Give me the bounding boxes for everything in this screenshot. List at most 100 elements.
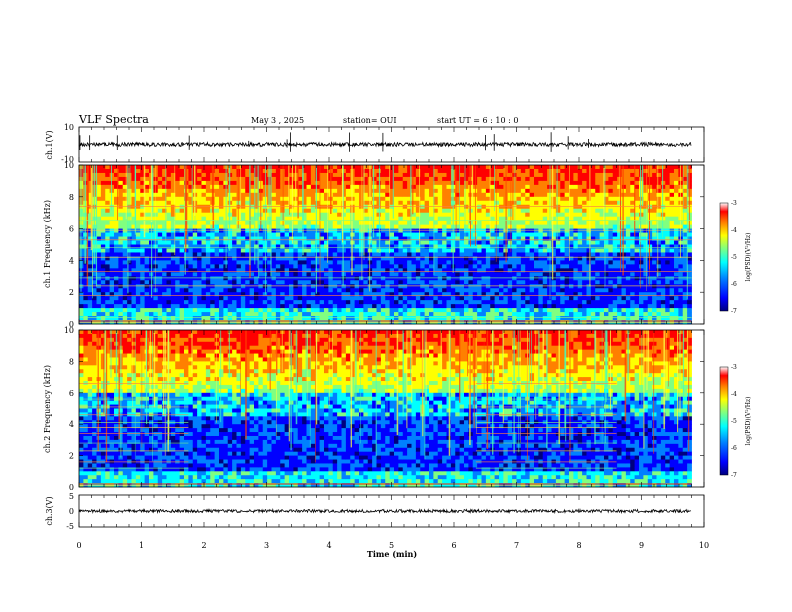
spectrogram-cell bbox=[507, 200, 513, 206]
spectrogram-cell bbox=[289, 256, 294, 261]
spectrogram-cell bbox=[144, 228, 150, 233]
spectrogram-cell bbox=[319, 292, 325, 297]
spectrogram-cell bbox=[573, 276, 579, 281]
spectrogram-cell bbox=[254, 240, 259, 245]
spectrogram-cell bbox=[446, 260, 452, 265]
spectrogram-cell bbox=[420, 208, 426, 214]
spectrogram-cell bbox=[415, 300, 421, 305]
spectrogram-cell bbox=[184, 252, 189, 257]
spectrogram-cell bbox=[214, 272, 220, 277]
spectrogram-cell bbox=[280, 192, 286, 198]
spectrogram-cell bbox=[481, 316, 487, 321]
spectrogram-cell bbox=[140, 300, 146, 305]
spectrogram-cell bbox=[560, 276, 566, 281]
spectrogram-cell bbox=[367, 176, 373, 182]
spectrogram-cell bbox=[490, 316, 496, 321]
spectrogram-cell bbox=[310, 280, 316, 285]
spectrogram-cell bbox=[337, 228, 342, 233]
spectrogram-cell bbox=[341, 248, 347, 253]
spectrogram-cell bbox=[306, 224, 312, 230]
spectrogram-cell bbox=[582, 256, 587, 261]
spectrogram-cell bbox=[341, 240, 347, 245]
spectrogram-cell bbox=[442, 272, 447, 277]
spectrogram-cell bbox=[249, 292, 255, 297]
spectrogram-cell bbox=[429, 260, 434, 265]
spectrogram-cell bbox=[599, 256, 605, 261]
spectrogram-cell bbox=[175, 204, 181, 210]
spectrogram-cell bbox=[122, 308, 128, 313]
spectrogram-cell bbox=[245, 240, 251, 245]
spectrogram-cell bbox=[249, 284, 255, 289]
spectrogram-cell bbox=[604, 168, 609, 174]
spectrogram-cell bbox=[258, 272, 264, 277]
spectrogram-cell bbox=[512, 248, 517, 253]
spectrogram-cell bbox=[402, 228, 408, 233]
spectrogram-cell bbox=[135, 188, 141, 194]
spectrogram-cell bbox=[569, 288, 574, 293]
spectrogram-cell bbox=[188, 240, 194, 245]
spectrogram-cell bbox=[472, 312, 478, 317]
spectrogram-cell bbox=[197, 168, 202, 174]
spectrogram-cell bbox=[219, 264, 224, 269]
spectrogram-cell bbox=[547, 212, 552, 218]
spectrogram-cell bbox=[232, 252, 237, 257]
spectrogram-cell bbox=[328, 244, 334, 249]
spectrogram-cell bbox=[446, 304, 452, 309]
spectrogram-cell bbox=[205, 244, 211, 249]
spectrogram-cell bbox=[468, 276, 474, 281]
spectrogram-cell bbox=[337, 224, 342, 230]
spectrogram-cell bbox=[100, 192, 106, 198]
spectrogram-cell bbox=[564, 212, 570, 218]
spectrogram-cell bbox=[210, 256, 216, 261]
spectrogram-cell bbox=[490, 172, 496, 178]
spectrogram-cell bbox=[402, 176, 408, 182]
spectrogram-cell bbox=[411, 184, 417, 190]
spectrogram-cell bbox=[170, 184, 176, 190]
spectrogram-cell bbox=[162, 204, 167, 210]
spectrogram-cell bbox=[385, 308, 391, 313]
spectrogram-cell bbox=[446, 268, 452, 273]
spectrogram-cell bbox=[166, 252, 172, 257]
spectrogram-cell bbox=[315, 240, 321, 245]
spectrogram-cell bbox=[424, 300, 430, 305]
spectrogram-cell bbox=[394, 296, 399, 301]
spectrogram-cell bbox=[109, 236, 115, 241]
spectrogram-cell bbox=[100, 172, 106, 178]
spectrogram-cell bbox=[389, 200, 395, 206]
spectrogram-cell bbox=[315, 252, 321, 257]
spectrogram-cell bbox=[201, 316, 207, 321]
spectrogram-cell bbox=[302, 172, 307, 178]
spectrogram-cell bbox=[468, 260, 474, 265]
spectrogram-cell bbox=[192, 288, 198, 293]
spectrogram-cell bbox=[385, 300, 391, 305]
spectrogram-cell bbox=[459, 224, 465, 230]
spectrogram-cell bbox=[398, 184, 404, 190]
spectrogram-cell bbox=[468, 312, 474, 317]
spectrogram-cell bbox=[197, 292, 202, 297]
spectrogram-cell bbox=[459, 240, 465, 245]
spectrogram-cell bbox=[227, 296, 233, 301]
spectrogram-cell bbox=[490, 192, 496, 198]
spectrogram-cell bbox=[166, 168, 172, 174]
spectrogram-cell bbox=[162, 240, 167, 245]
spectrogram-cell bbox=[424, 165, 430, 170]
spectrogram-cell bbox=[359, 192, 364, 198]
spectrogram-cell bbox=[214, 304, 220, 309]
spectrogram-cell bbox=[424, 296, 430, 301]
spectrogram-cell bbox=[520, 165, 526, 170]
spectrogram-cell bbox=[227, 300, 233, 305]
spectrogram-cell bbox=[205, 276, 211, 281]
spectrogram-cell bbox=[582, 208, 587, 214]
spectrogram-cell bbox=[105, 196, 111, 202]
spectrogram-cell bbox=[205, 172, 211, 178]
spectrogram-cell bbox=[490, 308, 496, 313]
spectrogram-cell bbox=[100, 304, 106, 309]
spectrogram-cell bbox=[485, 180, 491, 186]
spectrogram-cell bbox=[302, 268, 307, 273]
spectrogram-cell bbox=[332, 300, 338, 305]
spectrogram-cell bbox=[267, 284, 272, 289]
spectrogram-cell bbox=[184, 272, 189, 277]
spectrogram-cell bbox=[442, 196, 447, 202]
spectrogram-cell bbox=[547, 260, 552, 265]
spectrogram-cell bbox=[135, 284, 141, 289]
